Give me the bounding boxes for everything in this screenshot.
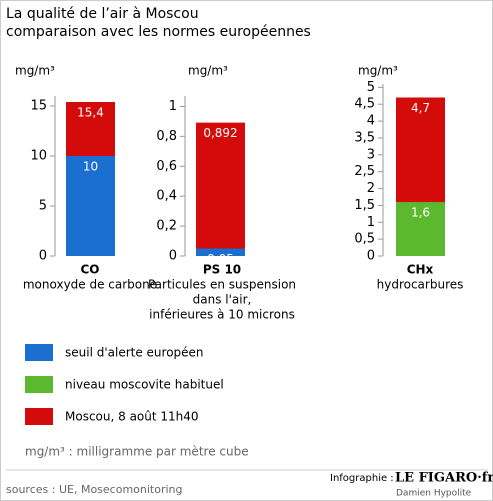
value-label: 0,892 <box>203 126 237 140</box>
y-tick-label: 1,5 <box>354 198 375 213</box>
y-tick-label: 5 <box>39 199 47 214</box>
bar <box>66 156 115 256</box>
legend-label: seuil d'alerte européen <box>65 346 204 360</box>
category-description: inférieures à 10 microns <box>149 308 295 322</box>
y-tick-label: 0 <box>169 249 177 264</box>
y-tick-label: 3,5 <box>354 130 375 145</box>
bar <box>196 122 245 256</box>
value-label: 0,05 <box>207 252 234 266</box>
legend-swatch <box>25 408 53 425</box>
legend-label: niveau moscovite habituel <box>65 378 224 392</box>
category-label: CO <box>80 263 99 277</box>
category-label: PS 10 <box>203 263 241 277</box>
y-tick-label: 0 <box>39 249 47 264</box>
y-tick-label: 0 <box>367 249 375 264</box>
legend-swatch <box>25 344 53 361</box>
category-description: hydrocarbures <box>377 278 464 292</box>
y-tick-label: 1 <box>367 215 375 230</box>
y-tick-label: 4,5 <box>354 97 375 112</box>
sources: sources : UE, Mosecomonitoring <box>6 483 183 496</box>
y-axis-label: mg/m³ <box>188 64 228 78</box>
y-tick-label: 0,5 <box>354 232 375 247</box>
value-label: 10 <box>83 160 98 174</box>
y-tick-label: 0,2 <box>156 219 177 234</box>
subtitle: comparaison avec les normes européennes <box>6 24 311 40</box>
category-label: CHx <box>407 263 434 277</box>
y-tick-label: 1 <box>169 99 177 114</box>
category-description: dans l'air, <box>193 293 252 307</box>
credit-author: Damien Hypolite <box>396 489 472 499</box>
credit-prefix: Infographie : <box>330 473 394 484</box>
y-tick-label: 0,8 <box>156 129 177 144</box>
bar <box>396 202 445 256</box>
credit-brand: LE FIGARO·fr <box>395 471 493 486</box>
category-description: Particules en suspension <box>148 278 296 292</box>
title: La qualité de l’air à Moscou <box>6 6 199 22</box>
legend-swatch <box>25 376 53 393</box>
value-label: 4,7 <box>411 101 430 115</box>
value-label: 1,6 <box>411 206 430 220</box>
y-axis-label: mg/m³ <box>15 64 55 78</box>
y-tick-label: 5 <box>367 80 375 95</box>
y-tick-label: 3 <box>367 147 375 162</box>
value-label: 15,4 <box>77 106 104 120</box>
y-tick-label: 15 <box>30 99 47 114</box>
y-tick-label: 10 <box>30 149 47 164</box>
y-tick-label: 2,5 <box>354 164 375 179</box>
category-description: monoxyde de carbone <box>23 278 157 292</box>
y-tick-label: 0,6 <box>156 159 177 174</box>
bar <box>196 248 245 256</box>
y-tick-label: 0,4 <box>156 189 177 204</box>
y-tick-label: 2 <box>367 181 375 196</box>
legend-label: Moscou, 8 août 11h40 <box>65 410 199 424</box>
y-axis-label: mg/m³ <box>358 64 398 78</box>
y-tick-label: 4 <box>367 114 375 129</box>
footnote: mg/m³ : milligramme par mètre cube <box>25 445 249 459</box>
